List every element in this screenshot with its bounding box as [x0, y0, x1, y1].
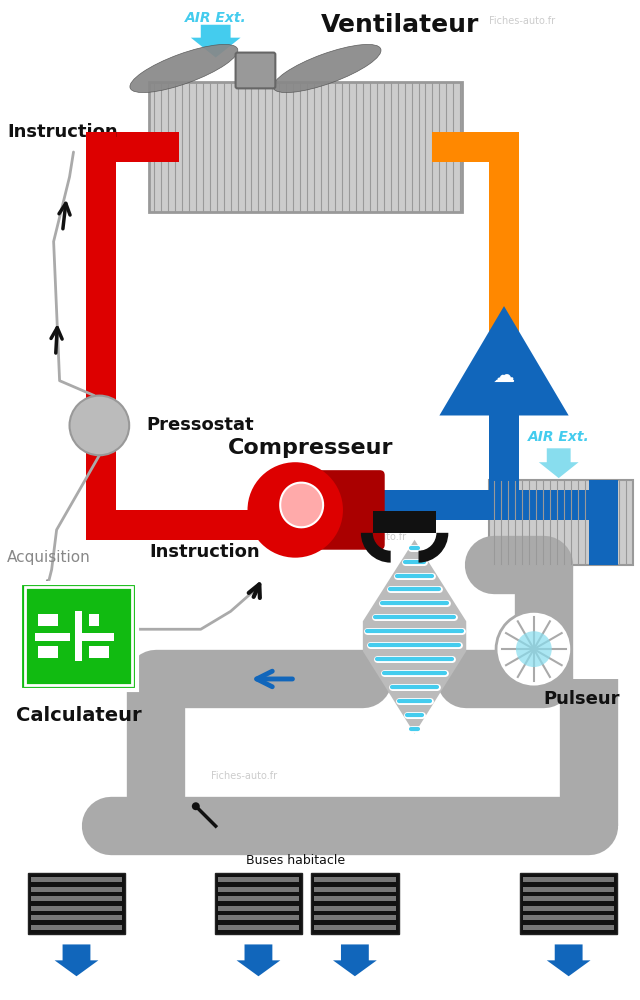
- Circle shape: [192, 802, 200, 810]
- Bar: [38, 614, 58, 626]
- Bar: [218, 877, 300, 882]
- Circle shape: [70, 396, 129, 455]
- FancyBboxPatch shape: [236, 53, 275, 88]
- Polygon shape: [54, 944, 99, 976]
- Bar: [519, 490, 618, 520]
- Bar: [149, 82, 462, 212]
- Bar: [314, 925, 396, 930]
- Polygon shape: [539, 448, 579, 478]
- Bar: [314, 906, 396, 911]
- Polygon shape: [333, 944, 377, 976]
- Bar: [86, 132, 116, 162]
- Polygon shape: [547, 944, 591, 976]
- Text: Pressostat: Pressostat: [146, 416, 253, 434]
- Bar: [314, 877, 396, 882]
- Ellipse shape: [273, 44, 381, 93]
- Text: Calculateur: Calculateur: [15, 706, 141, 725]
- Bar: [523, 877, 614, 882]
- Bar: [489, 415, 519, 520]
- Bar: [311, 873, 399, 934]
- Bar: [372, 511, 436, 533]
- Text: Acquisition: Acquisition: [7, 550, 91, 565]
- Bar: [314, 896, 396, 901]
- Text: Instruction: Instruction: [7, 123, 118, 141]
- Bar: [35, 633, 70, 641]
- Bar: [362, 490, 519, 520]
- Circle shape: [516, 631, 552, 667]
- Bar: [90, 614, 99, 626]
- Bar: [218, 906, 300, 911]
- Bar: [28, 873, 125, 934]
- Bar: [523, 887, 614, 892]
- Bar: [31, 877, 122, 882]
- Bar: [86, 132, 116, 540]
- Bar: [31, 906, 122, 911]
- Bar: [86, 510, 362, 540]
- Bar: [218, 925, 300, 930]
- Circle shape: [248, 462, 343, 558]
- Wedge shape: [361, 533, 390, 563]
- Text: AIR Ext.: AIR Ext.: [528, 430, 589, 444]
- FancyBboxPatch shape: [20, 583, 137, 690]
- Bar: [31, 896, 122, 901]
- Bar: [214, 873, 302, 934]
- Polygon shape: [280, 483, 323, 527]
- Text: Instruction: Instruction: [149, 543, 260, 561]
- Bar: [38, 646, 58, 658]
- Bar: [523, 915, 614, 920]
- Circle shape: [496, 611, 572, 687]
- Text: Fiches-auto.fr: Fiches-auto.fr: [211, 771, 277, 781]
- Bar: [90, 646, 109, 658]
- Bar: [520, 873, 618, 934]
- Bar: [74, 633, 115, 641]
- Text: Pulseur: Pulseur: [544, 690, 620, 708]
- Polygon shape: [363, 540, 467, 734]
- Ellipse shape: [130, 44, 238, 93]
- Bar: [218, 887, 300, 892]
- Polygon shape: [191, 25, 241, 58]
- Bar: [314, 887, 396, 892]
- Bar: [589, 480, 618, 565]
- Bar: [489, 480, 633, 565]
- Text: Buses habitacle: Buses habitacle: [246, 854, 345, 867]
- Bar: [589, 490, 618, 520]
- Text: Compresseur: Compresseur: [227, 438, 393, 458]
- Bar: [74, 611, 83, 661]
- Bar: [31, 915, 122, 920]
- Bar: [218, 896, 300, 901]
- Bar: [519, 490, 548, 520]
- Bar: [523, 896, 614, 901]
- Text: Ventilateur: Ventilateur: [321, 13, 479, 37]
- Text: Fiches-auto.fr: Fiches-auto.fr: [489, 16, 556, 26]
- Bar: [86, 132, 179, 162]
- FancyBboxPatch shape: [295, 470, 385, 550]
- Bar: [589, 490, 618, 565]
- Bar: [433, 132, 519, 162]
- Text: Fiches-auto.fr: Fiches-auto.fr: [340, 532, 406, 542]
- Bar: [489, 132, 519, 366]
- Text: AIR Ext.: AIR Ext.: [185, 11, 246, 25]
- Bar: [31, 925, 122, 930]
- Bar: [218, 915, 300, 920]
- Bar: [314, 915, 396, 920]
- Bar: [523, 906, 614, 911]
- Bar: [523, 925, 614, 930]
- Polygon shape: [440, 306, 569, 415]
- Wedge shape: [419, 533, 449, 563]
- Bar: [31, 887, 122, 892]
- Polygon shape: [237, 944, 280, 976]
- Text: ☁: ☁: [493, 366, 515, 386]
